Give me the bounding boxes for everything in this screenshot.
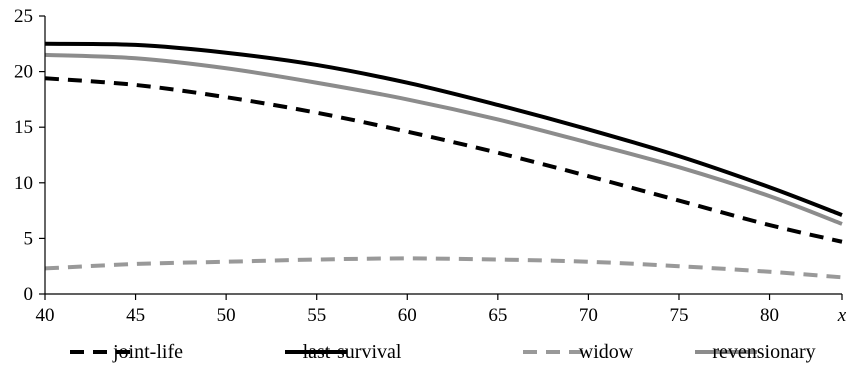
legend-label-widow: widow [579,341,634,363]
x-tick-label: 80 [760,305,779,326]
x-tick-label: 70 [579,305,598,326]
x-tick-label: 75 [669,305,688,326]
x-tick-label: 55 [307,305,326,326]
series-line-widow [44,256,843,280]
legend-item-widow: widow [523,341,634,363]
legend-item-last-survival: last-survival [285,341,402,363]
x-tick-label: 60 [398,305,417,326]
legend-item-revensionary: revensionary [695,341,816,363]
axes [44,16,842,295]
legend-label-joint-life: joint-life [112,341,183,363]
x-tick-label: 65 [488,305,507,326]
legend-label-last-survival: last-survival [303,341,402,363]
x-tick-label: 50 [217,305,236,326]
y-tick-label: 25 [14,6,33,27]
y-tick-label: 15 [14,117,33,138]
legend-item-joint-life: joint-life [70,341,183,363]
series-line-joint-life [44,76,843,244]
x-tick-label: 40 [36,305,55,326]
legend: joint-life last-survival widow revensionary [70,341,816,363]
series-layer [44,41,843,280]
y-tick-label: 20 [14,62,33,83]
x-tick-label: x [837,305,847,326]
x-tick-label: 45 [126,305,145,326]
series-line-revensionary [44,52,843,226]
y-tick-label: 5 [24,228,34,249]
y-tick-label: 10 [14,173,33,194]
legend-label-revensionary: revensionary [712,341,815,363]
y-tick-label: 0 [24,284,34,305]
ticks: 0 5 10 15 20 25 40 45 50 55 60 65 70 75 80 x [14,6,847,326]
series-line-last-survival [44,41,843,217]
